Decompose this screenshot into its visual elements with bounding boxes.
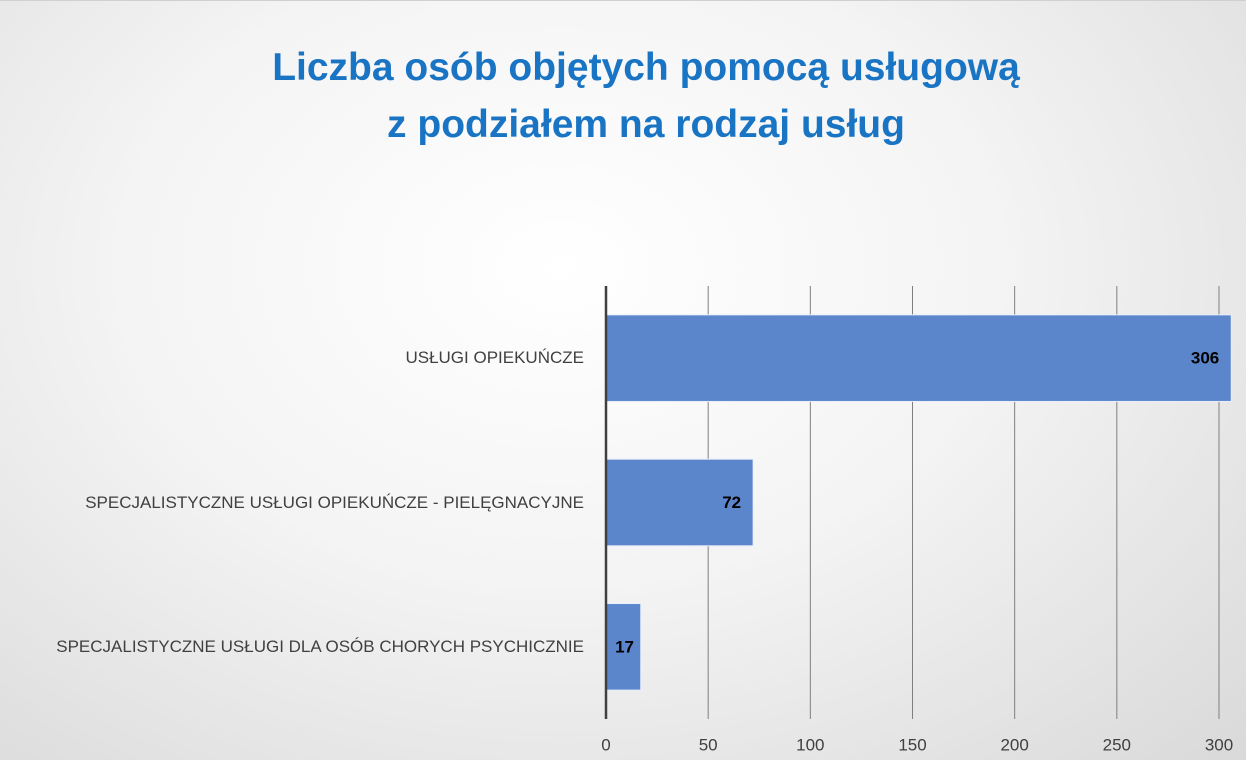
data-label: 17 bbox=[615, 637, 634, 656]
x-tick-label: 300 bbox=[1205, 735, 1233, 754]
x-tick-label: 0 bbox=[601, 735, 610, 754]
y-tick-label: USŁUGI OPIEKUŃCZE bbox=[405, 348, 584, 368]
y-tick-label: SPECJALISTYCZNE USŁUGI OPIEKUŃCZE - PIEL… bbox=[85, 492, 584, 512]
data-label: 72 bbox=[722, 493, 741, 512]
x-tick-label: 150 bbox=[898, 735, 926, 754]
category-label-box: USŁUGI OPIEKUŃCZE bbox=[14, 313, 584, 403]
category-label-box: SPECJALISTYCZNE USŁUGI DLA OSÓB CHORYCH … bbox=[14, 602, 584, 692]
x-tick-label: 250 bbox=[1103, 735, 1131, 754]
data-label: 306 bbox=[1191, 349, 1219, 368]
bar bbox=[605, 314, 1232, 402]
bar bbox=[605, 458, 754, 547]
x-tick-label: 50 bbox=[699, 735, 718, 754]
y-tick-label: SPECJALISTYCZNE USŁUGI DLA OSÓB CHORYCH … bbox=[56, 636, 584, 656]
x-tick-label: 200 bbox=[1000, 735, 1028, 754]
category-label-box: SPECJALISTYCZNE USŁUGI OPIEKUŃCZE - PIEL… bbox=[14, 458, 584, 548]
chart-title: Liczba osób objętych pomocą usługową z p… bbox=[272, 46, 1020, 146]
x-tick-label: 100 bbox=[796, 735, 824, 754]
